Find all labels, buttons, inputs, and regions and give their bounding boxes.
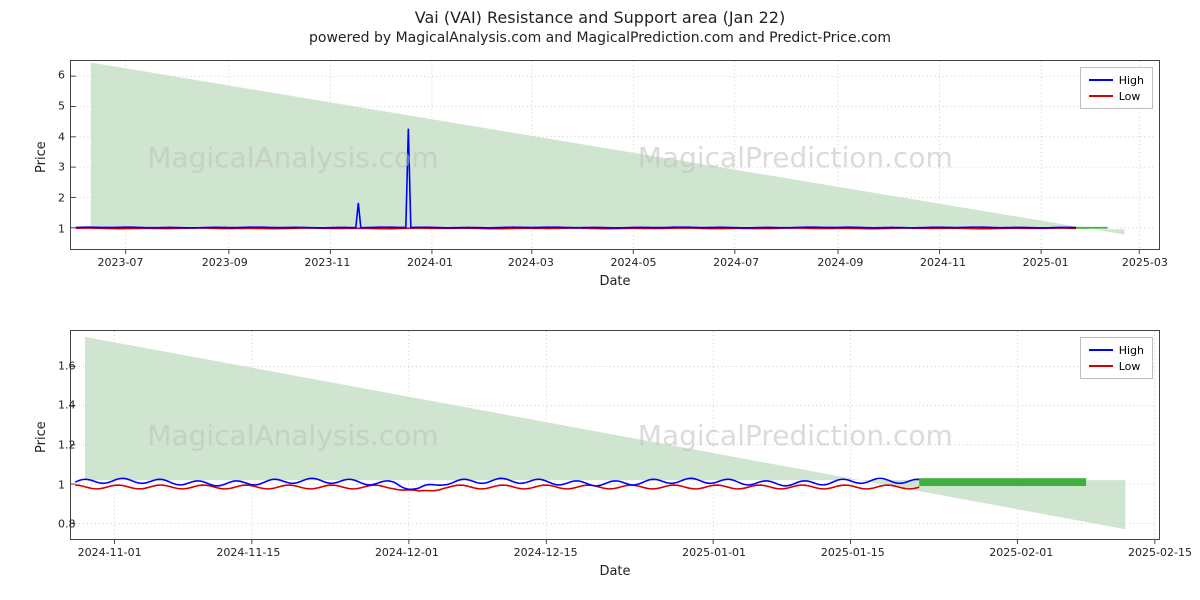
- x-tick: 2024-11-01: [78, 546, 142, 559]
- y-tick: 6: [58, 69, 62, 82]
- x-tick: 2024-11: [920, 256, 966, 269]
- legend-item-low: Low: [1089, 88, 1144, 104]
- legend-item-low: Low: [1089, 358, 1144, 374]
- legend-item-high: High: [1089, 342, 1144, 358]
- y-tick: 4: [58, 130, 62, 143]
- top-chart-panel: MagicalAnalysis.com MagicalPrediction.co…: [70, 60, 1160, 250]
- x-tick: 2023-09: [202, 256, 248, 269]
- x-tick: 2025-01-01: [682, 546, 746, 559]
- x-tick: 2025-02-15: [1128, 546, 1192, 559]
- x-tick: 2025-01: [1023, 256, 1069, 269]
- x-tick: 2024-05: [611, 256, 657, 269]
- y-tick: 2: [58, 191, 62, 204]
- top-x-axis-label: Date: [70, 274, 1160, 289]
- x-tick: 2025-01-15: [821, 546, 885, 559]
- x-tick: 2024-01: [407, 256, 453, 269]
- legend-line-high: [1089, 79, 1113, 81]
- y-tick: 1: [58, 478, 62, 491]
- legend-item-high: High: [1089, 72, 1144, 88]
- y-tick: 1: [58, 222, 62, 235]
- legend: High Low: [1080, 337, 1153, 379]
- x-tick: 2023-07: [97, 256, 143, 269]
- bottom-y-axis-label: Price: [34, 421, 49, 453]
- legend-label-high: High: [1119, 74, 1144, 87]
- legend: High Low: [1080, 67, 1153, 109]
- legend-line-low: [1089, 365, 1113, 367]
- legend-label-low: Low: [1119, 90, 1141, 103]
- x-tick: 2024-09: [817, 256, 863, 269]
- bottom-chart-svg: [71, 331, 1159, 539]
- y-tick: 1.4: [58, 399, 62, 412]
- y-tick: 5: [58, 99, 62, 112]
- chart-subtitle: powered by MagicalAnalysis.com and Magic…: [0, 30, 1200, 46]
- legend-label-low: Low: [1119, 360, 1141, 373]
- x-tick: 2024-11-15: [216, 546, 280, 559]
- y-tick: 1.2: [58, 438, 62, 451]
- legend-line-high: [1089, 349, 1113, 351]
- x-tick: 2024-12-01: [375, 546, 439, 559]
- x-tick: 2024-03: [508, 256, 554, 269]
- x-tick: 2024-12-15: [514, 546, 578, 559]
- top-y-axis-label: Price: [34, 141, 49, 173]
- x-tick: 2025-02-01: [989, 546, 1053, 559]
- y-tick: 1.6: [58, 359, 62, 372]
- legend-line-low: [1089, 95, 1113, 97]
- legend-label-high: High: [1119, 344, 1144, 357]
- x-tick: 2024-07: [713, 256, 759, 269]
- y-tick: 0.8: [58, 518, 62, 531]
- x-tick: 2023-11: [304, 256, 350, 269]
- bottom-x-axis-label: Date: [70, 564, 1160, 579]
- y-tick: 3: [58, 161, 62, 174]
- top-chart-svg: [71, 61, 1159, 249]
- bottom-chart-panel: MagicalAnalysis.com MagicalPrediction.co…: [70, 330, 1160, 540]
- chart-title: Vai (VAI) Resistance and Support area (J…: [0, 8, 1200, 27]
- x-tick: 2025-03: [1122, 256, 1168, 269]
